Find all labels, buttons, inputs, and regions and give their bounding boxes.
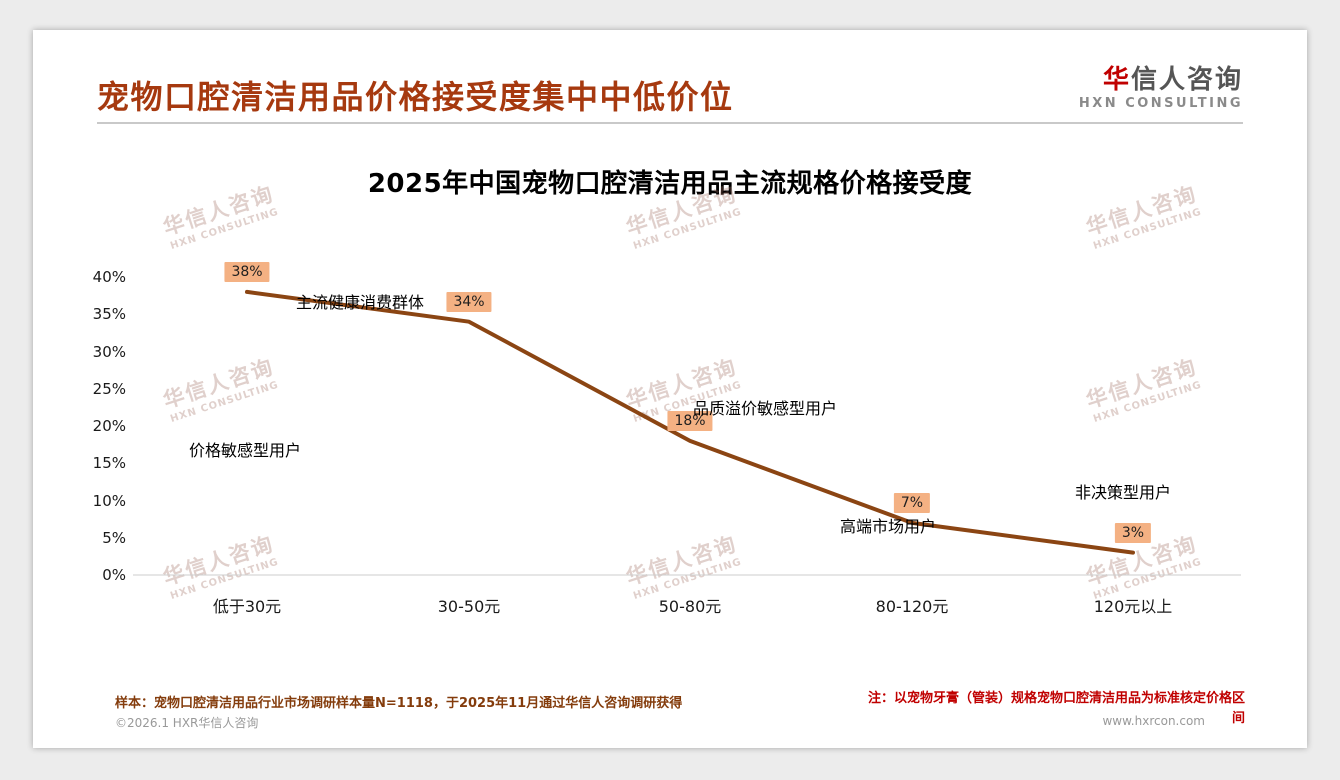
series-annotation: 非决策型用户 bbox=[1074, 483, 1172, 502]
series-annotation: 价格敏感型用户 bbox=[188, 441, 302, 460]
report-slide: 宠物口腔清洁用品价格接受度集中中低价位 华信人咨询 HXN CONSULTING… bbox=[33, 30, 1307, 748]
series-annotation: 主流健康消费群体 bbox=[295, 293, 425, 312]
data-point-label: 18% bbox=[667, 410, 713, 431]
y-axis-tick-label: 20% bbox=[92, 417, 126, 435]
y-axis-tick-label: 10% bbox=[92, 491, 126, 510]
y-axis-tick-label: 35% bbox=[92, 305, 126, 324]
copyright-text: ©2026.1 HXR华信人咨询 bbox=[115, 716, 259, 730]
sample-note: 样本：宠物口腔清洁用品行业市场调研样本量N=1118，于2025年11月通过华信… bbox=[115, 696, 683, 711]
y-axis-tick-label: 15% bbox=[92, 454, 126, 473]
y-axis-tick-label: 30% bbox=[92, 342, 126, 361]
logo-english-name: HXN CONSULTING bbox=[1078, 96, 1243, 111]
y-axis-tick-label: 25% bbox=[92, 379, 126, 398]
data-point-label: 34% bbox=[446, 291, 492, 312]
company-logo: 华信人咨询 HXN CONSULTING bbox=[1079, 64, 1243, 111]
chart-canvas bbox=[133, 289, 1241, 576]
data-point-label: 7% bbox=[893, 492, 931, 513]
x-axis-label: 低于30元 bbox=[212, 597, 282, 616]
series-annotation: 高端市场用户 bbox=[839, 517, 937, 536]
x-axis-label: 50-80元 bbox=[658, 597, 722, 616]
x-axis-label: 120元以上 bbox=[1093, 597, 1173, 616]
logo-red-char: 华 bbox=[1102, 65, 1131, 95]
series-annotation: 品质溢价敏感型用户 bbox=[692, 399, 838, 418]
data-point-label: 3% bbox=[1114, 522, 1152, 543]
x-axis-label: 80-120元 bbox=[875, 597, 949, 616]
y-axis-tick-label: 0% bbox=[102, 566, 126, 584]
logo-gray-chars: 信人咨询 bbox=[1130, 65, 1243, 95]
y-axis-tick-label: 5% bbox=[102, 528, 126, 547]
page-title: 宠物口腔清洁用品价格接受度集中中低价位 bbox=[97, 78, 734, 116]
title-divider-line bbox=[97, 122, 1243, 124]
logo-chinese-name: 华信人咨询 bbox=[1079, 64, 1243, 96]
x-axis-label: 30-50元 bbox=[437, 597, 501, 616]
data-point-label: 38% bbox=[224, 261, 270, 282]
price-definition-note: 注：以宠物牙膏（管装）规格宠物口腔清洁用品为标准核定价格区间 bbox=[867, 691, 1245, 726]
website-text: www.hxrcon.com bbox=[1102, 714, 1205, 728]
chart-title: 2025年中国宠物口腔清洁用品主流规格价格接受度 bbox=[367, 169, 973, 199]
line-chart: 0% 5% 10% 15% 20% 25% 30% 35% 40% 低于30元 30-50元 50-8… bbox=[33, 30, 1307, 748]
y-axis-tick-label: 40% bbox=[92, 268, 126, 286]
